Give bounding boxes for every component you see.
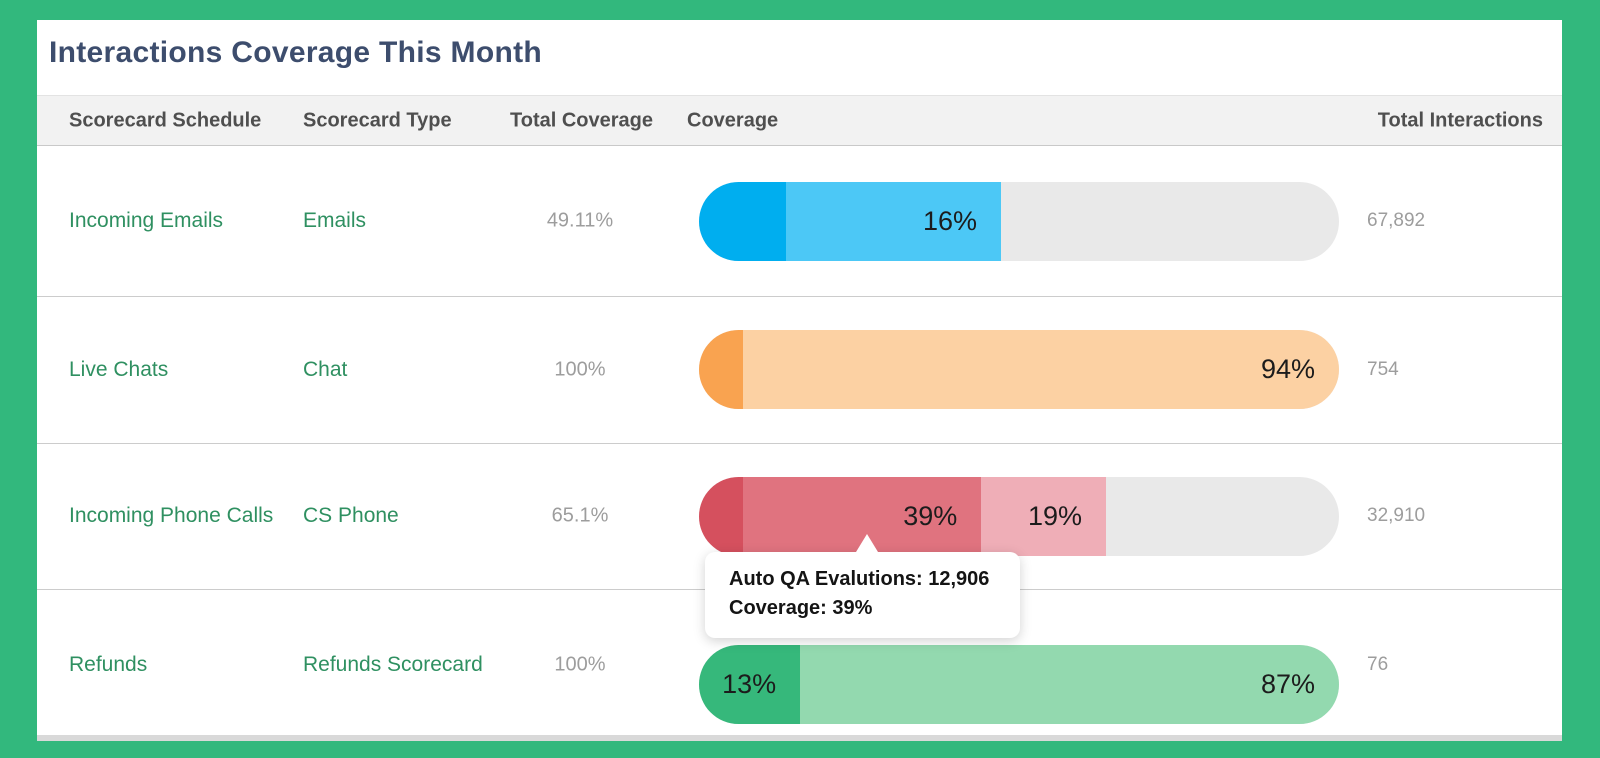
total-interactions-value: 67,892 xyxy=(1367,210,1426,231)
coverage-percent-label: 39% xyxy=(903,501,958,531)
scorecard-schedule-link[interactable]: Live Chats xyxy=(69,357,169,381)
coverage-bar[interactable]: 39% 19% xyxy=(699,477,1339,556)
coverage-percent-label: 19% xyxy=(1027,501,1083,531)
scorecard-schedule-link[interactable]: Refunds xyxy=(69,653,148,676)
coverage-percent-label: 13% xyxy=(722,669,777,699)
table-header-row: Scorecard Schedule Scorecard Type Total … xyxy=(37,95,1562,146)
total-interactions-value: 754 xyxy=(1367,358,1399,380)
scorecard-type-link[interactable]: Chat xyxy=(303,357,348,381)
column-header-coverage: Coverage xyxy=(687,109,779,131)
table-row: Incoming Phone Calls CS Phone 65.1% 39% 19% 3… xyxy=(37,443,1562,589)
coverage-bar-segment[interactable] xyxy=(699,182,787,261)
scorecard-schedule-link[interactable]: Incoming Phone Calls xyxy=(69,504,274,527)
coverage-percent-label: 94% xyxy=(1260,354,1315,384)
coverage-bar[interactable]: 16% xyxy=(699,182,1339,261)
coverage-bar-segment[interactable] xyxy=(699,477,744,556)
coverage-bar-segment[interactable]: 16% xyxy=(786,182,1002,261)
column-header-total-interactions: Total Interactions xyxy=(1377,109,1543,131)
total-coverage-value: 65.1% xyxy=(551,504,609,527)
panel-title: Interactions Coverage This Month xyxy=(49,36,542,69)
tooltip-coverage-text: Coverage: 39% xyxy=(729,597,873,619)
table-row: Refunds Refunds Scorecard 100% 13% 87% 76 xyxy=(37,589,1562,741)
coverage-panel: Interactions Coverage This Month Scoreca… xyxy=(37,20,1562,741)
scorecard-type-link[interactable]: Emails xyxy=(303,209,367,232)
horizontal-scrollbar-track[interactable] xyxy=(37,735,1562,741)
coverage-bar-segment[interactable] xyxy=(699,330,744,409)
total-interactions-value: 32,910 xyxy=(1367,505,1426,526)
coverage-percent-label: 16% xyxy=(923,206,978,236)
column-header-scorecard-schedule: Scorecard Schedule xyxy=(69,109,262,131)
row-divider xyxy=(37,296,1562,297)
coverage-bar-segment[interactable]: 13% xyxy=(699,645,801,724)
scorecard-type-link[interactable]: CS Phone xyxy=(303,504,399,527)
total-coverage-value: 100% xyxy=(554,358,606,380)
coverage-bar-segment[interactable]: 87% xyxy=(800,645,1339,724)
column-header-total-coverage: Total Coverage xyxy=(510,109,653,131)
row-divider xyxy=(37,443,1562,444)
coverage-bar[interactable]: 94% xyxy=(699,330,1339,409)
tooltip-arrow-up-icon xyxy=(856,534,878,552)
total-coverage-value: 49.11% xyxy=(546,209,614,232)
tooltip-evaluations-text: Auto QA Evalutions: 12,906 xyxy=(729,568,990,590)
coverage-bar-segment[interactable]: 19% xyxy=(981,477,1107,556)
table-row: Incoming Emails Emails 49.11% 16% 67,892 xyxy=(37,146,1562,296)
scorecard-type-link[interactable]: Refunds Scorecard xyxy=(303,653,483,676)
coverage-bar-segment[interactable]: 94% xyxy=(743,330,1339,409)
total-interactions-value: 76 xyxy=(1367,654,1389,675)
scorecard-schedule-link[interactable]: Incoming Emails xyxy=(69,209,224,232)
bar-tooltip: Auto QA Evalutions: 12,906 Coverage: 39% xyxy=(705,534,1020,638)
coverage-percent-label: 87% xyxy=(1260,669,1315,699)
coverage-bar[interactable]: 13% 87% xyxy=(699,645,1339,724)
total-coverage-value: 100% xyxy=(554,653,606,676)
column-header-scorecard-type: Scorecard Type xyxy=(303,109,452,131)
table-row: Live Chats Chat 100% 94% 754 xyxy=(37,296,1562,443)
